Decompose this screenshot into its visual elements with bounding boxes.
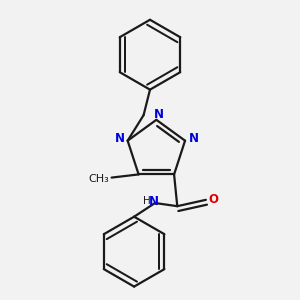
Text: O: O	[209, 193, 219, 206]
Text: CH₃: CH₃	[88, 174, 109, 184]
Text: H: H	[143, 196, 151, 206]
Text: N: N	[154, 108, 164, 121]
Text: N: N	[189, 132, 199, 145]
Text: N: N	[115, 132, 125, 145]
Text: N: N	[148, 195, 158, 208]
